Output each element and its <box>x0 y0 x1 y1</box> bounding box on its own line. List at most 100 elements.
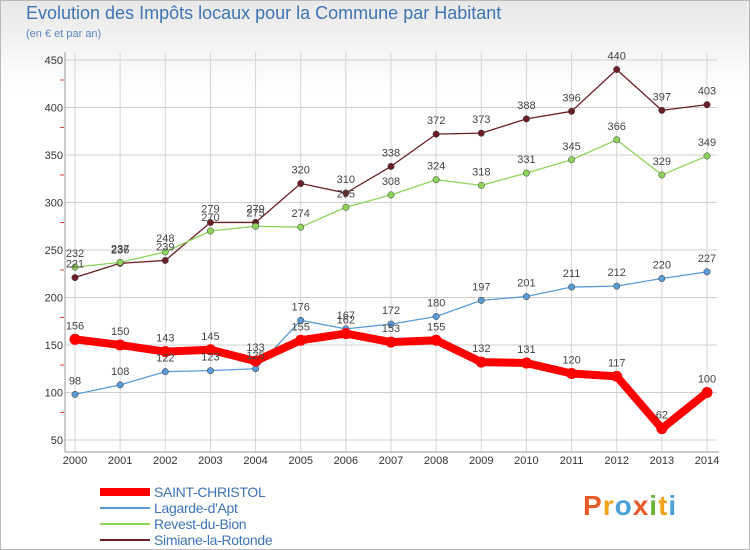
y-tick-label: 350 <box>45 150 63 162</box>
point-saint-christol <box>475 356 487 368</box>
x-tick-label: 2007 <box>379 455 403 467</box>
point-simiane-la-rotonde <box>658 106 666 114</box>
y-tick-label: 250 <box>45 245 63 257</box>
data-label-simiane-la-rotonde: 388 <box>517 100 535 112</box>
x-tick-label: 2014 <box>695 455 719 467</box>
point-lagarde-d-apt <box>116 381 124 389</box>
data-label-revest-du-bion: 345 <box>562 141 580 153</box>
point-saint-christol <box>69 333 81 345</box>
data-label-revest-du-bion: 274 <box>292 208 310 220</box>
data-label-lagarde-d-apt: 201 <box>517 278 535 290</box>
data-label-simiane-la-rotonde: 279 <box>246 203 264 215</box>
point-saint-christol <box>566 368 578 379</box>
logo-letter: i <box>668 490 678 521</box>
data-label-simiane-la-rotonde: 403 <box>698 86 716 98</box>
data-label-saint-christol: 133 <box>246 342 264 354</box>
point-lagarde-d-apt <box>658 275 666 282</box>
point-lagarde-d-apt <box>613 282 621 290</box>
point-lagarde-d-apt <box>71 390 79 398</box>
data-label-simiane-la-rotonde: 239 <box>156 241 174 253</box>
data-label-saint-christol: 150 <box>111 326 129 338</box>
y-tick-label: 150 <box>45 340 63 352</box>
point-revest-du-bion <box>252 222 260 230</box>
logo-letter: t <box>658 490 669 521</box>
point-lagarde-d-apt <box>522 293 530 300</box>
data-label-saint-christol: 100 <box>698 374 716 386</box>
data-label-lagarde-d-apt: 180 <box>427 298 445 310</box>
point-revest-du-bion <box>161 248 169 256</box>
data-label-revest-du-bion: 237 <box>111 243 129 255</box>
data-label-lagarde-d-apt: 172 <box>382 305 400 317</box>
y-tick-label: 400 <box>45 103 63 115</box>
data-label-revest-du-bion: 295 <box>337 188 355 200</box>
series-lines <box>69 66 713 435</box>
point-saint-christol <box>701 387 713 398</box>
legend-label: Revest-du-Bion <box>154 516 247 532</box>
point-lagarde-d-apt <box>703 268 711 276</box>
point-saint-christol <box>250 355 262 367</box>
data-label-saint-christol: 155 <box>427 321 445 333</box>
logo-letter: o <box>614 490 633 521</box>
point-simiane-la-rotonde <box>161 257 169 264</box>
data-label-revest-du-bion: 329 <box>653 156 671 168</box>
data-label-lagarde-d-apt: 211 <box>563 268 581 280</box>
x-tick-label: 2010 <box>514 455 538 467</box>
point-simiane-la-rotonde <box>522 115 530 123</box>
logo-letter: P <box>583 490 603 521</box>
data-label-lagarde-d-apt: 122 <box>156 353 174 365</box>
data-label-revest-du-bion: 232 <box>66 248 84 260</box>
legend-swatch <box>100 507 150 509</box>
data-label-lagarde-d-apt: 125 <box>246 350 264 362</box>
point-saint-christol <box>656 423 668 435</box>
data-label-saint-christol: 145 <box>201 331 219 343</box>
point-lagarde-d-apt <box>568 283 576 291</box>
point-simiane-la-rotonde <box>206 219 214 226</box>
point-simiane-la-rotonde <box>703 101 711 109</box>
data-label-simiane-la-rotonde: 396 <box>562 92 580 104</box>
point-saint-christol <box>430 334 442 346</box>
x-tick-label: 2013 <box>650 455 674 467</box>
point-revest-du-bion <box>477 181 485 189</box>
data-label-saint-christol: 156 <box>66 320 84 332</box>
point-revest-du-bion <box>206 227 214 235</box>
legend-swatch <box>100 523 150 525</box>
point-simiane-la-rotonde <box>71 274 79 281</box>
data-label-saint-christol: 120 <box>562 355 580 367</box>
point-revest-du-bion <box>116 258 124 266</box>
legend-label: SAINT-CHRISTOL <box>154 484 266 500</box>
data-label-revest-du-bion: 331 <box>517 154 535 166</box>
point-lagarde-d-apt <box>161 368 169 376</box>
x-tick-label: 2002 <box>153 455 177 467</box>
point-simiane-la-rotonde <box>342 189 350 197</box>
point-lagarde-d-apt <box>387 320 395 328</box>
data-label-simiane-la-rotonde: 279 <box>201 203 219 215</box>
legend-label: Simiane-la-Rotonde <box>154 532 273 548</box>
point-revest-du-bion <box>297 223 305 231</box>
data-label-revest-du-bion: 248 <box>156 233 174 245</box>
point-revest-du-bion <box>568 156 576 164</box>
point-simiane-la-rotonde <box>613 66 621 73</box>
axes: 50 100 150 200 250 300 350 400 450 2000 2001 2002 20… <box>45 52 719 467</box>
point-revest-du-bion <box>522 169 530 177</box>
x-tick-label: 2003 <box>198 455 222 467</box>
point-simiane-la-rotonde <box>477 129 485 137</box>
point-lagarde-d-apt <box>206 367 214 375</box>
data-label-lagarde-d-apt: 212 <box>608 267 626 279</box>
logo-letter: i <box>649 490 659 521</box>
data-label-revest-du-bion: 275 <box>246 207 264 219</box>
point-revest-du-bion <box>613 136 621 144</box>
legend-swatch <box>100 488 150 496</box>
point-saint-christol <box>204 344 216 356</box>
data-label-revest-du-bion: 349 <box>698 137 716 149</box>
y-tick-label: 300 <box>45 198 63 210</box>
x-tick-label: 2006 <box>334 455 358 467</box>
point-simiane-la-rotonde <box>432 130 440 138</box>
data-label-lagarde-d-apt: 98 <box>69 375 81 387</box>
data-label-saint-christol: 162 <box>337 315 355 327</box>
data-label-lagarde-d-apt: 167 <box>337 310 355 322</box>
data-label-simiane-la-rotonde: 236 <box>111 244 129 256</box>
data-label-simiane-la-rotonde: 320 <box>292 165 310 177</box>
data-label-lagarde-d-apt: 220 <box>653 260 671 272</box>
data-label-lagarde-d-apt: 108 <box>111 366 129 378</box>
point-revest-du-bion <box>432 176 440 184</box>
